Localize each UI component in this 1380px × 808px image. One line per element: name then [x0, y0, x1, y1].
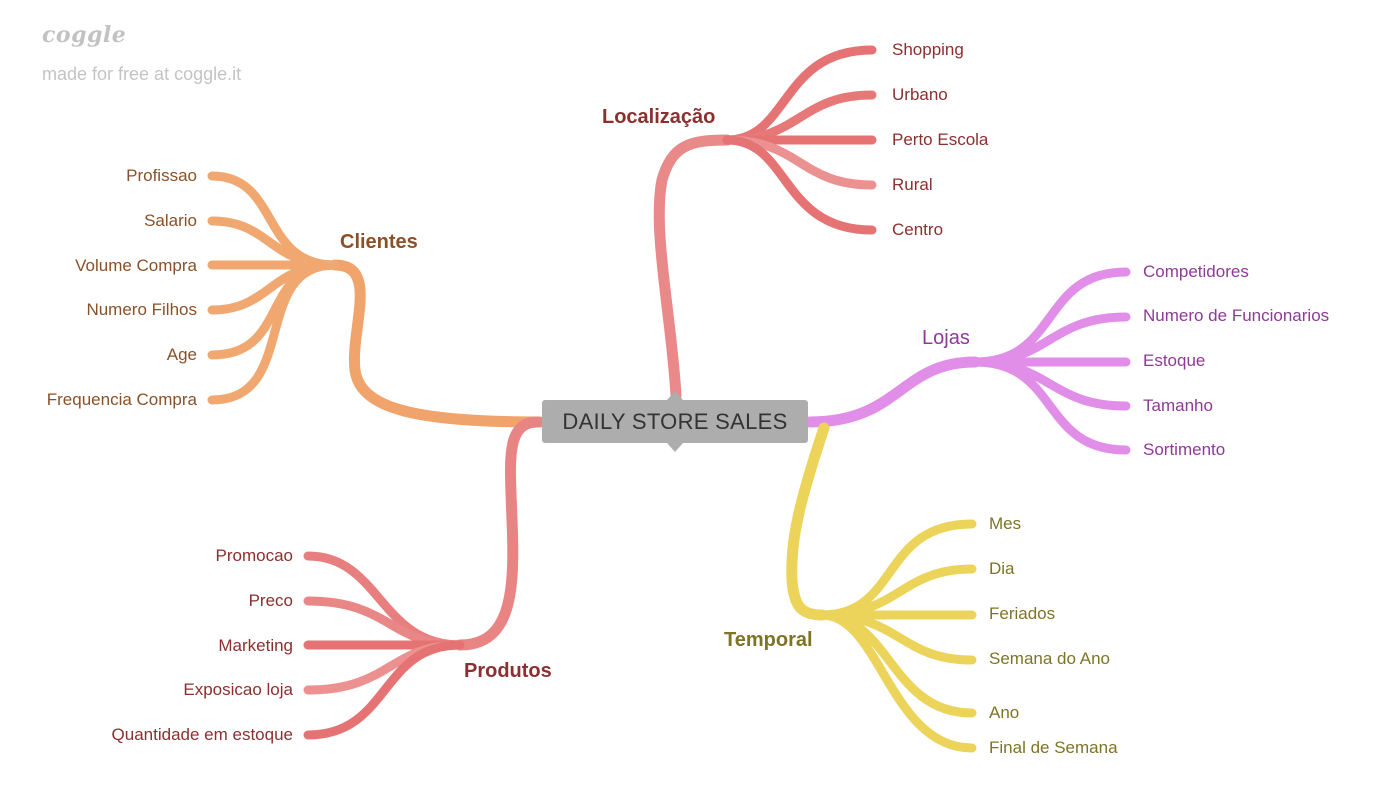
node-perto-escola[interactable]: Perto Escola [892, 130, 989, 149]
connectors-temporal-children [817, 519, 977, 753]
node-competidores[interactable]: Competidores [1143, 262, 1249, 281]
node-quantidade-em-estoque[interactable]: Quantidade em estoque [111, 725, 293, 744]
node-estoque[interactable]: Estoque [1143, 351, 1206, 370]
node-exposicao-loja[interactable]: Exposicao loja [183, 680, 293, 699]
node-promocao[interactable]: Promocao [215, 546, 293, 565]
node-numero-de-funcionarios[interactable]: Numero de Funcionarios [1143, 306, 1330, 325]
branch-temporal[interactable]: Temporal [724, 629, 813, 651]
connector-localizacao [653, 134, 733, 402]
coggle-logo[interactable]: coggle [42, 22, 127, 48]
node-feriados[interactable]: Feriados [989, 604, 1056, 623]
connector-lojas [804, 356, 981, 428]
node-mes[interactable]: Mes [989, 514, 1022, 533]
node-urbano[interactable]: Urbano [892, 85, 948, 104]
node-centro[interactable]: Centro [892, 220, 944, 239]
node-profissao[interactable]: Profissao [126, 166, 197, 185]
branch-produtos[interactable]: Produtos [464, 660, 552, 682]
connectors-produtos-children [303, 551, 465, 740]
node-tamanho[interactable]: Tamanho [1143, 396, 1213, 415]
connectors-localizacao-children [722, 45, 877, 235]
node-semana-do-ano[interactable]: Semana do Ano [989, 649, 1110, 668]
connector-produtos [454, 416, 544, 651]
branch-localizacao[interactable]: Localização [602, 106, 716, 128]
connector-temporal [786, 422, 830, 621]
branch-clientes[interactable]: Clientes [340, 231, 418, 253]
branch-lojas[interactable]: Lojas [922, 327, 970, 349]
node-marketing[interactable]: Marketing [218, 636, 293, 655]
node-salario[interactable]: Salario [144, 211, 197, 230]
connector-clientes [329, 259, 546, 428]
coggle-watermark-text[interactable]: made for free at coggle.it [42, 64, 242, 84]
node-shopping[interactable]: Shopping [892, 40, 964, 59]
node-ano[interactable]: Ano [989, 703, 1020, 722]
central-node[interactable]: DAILY STORE SALES [542, 391, 808, 452]
node-final-de-semana[interactable]: Final de Semana [989, 738, 1118, 757]
node-frequencia-compra[interactable]: Frequencia Compra [46, 390, 197, 409]
node-age[interactable]: Age [166, 345, 197, 364]
node-rural[interactable]: Rural [892, 175, 933, 194]
node-numero-filhos[interactable]: Numero Filhos [86, 300, 197, 319]
node-dia[interactable]: Dia [989, 559, 1015, 578]
connectors-lojas-children [970, 267, 1131, 455]
connectors-clientes-children [207, 171, 340, 405]
node-preco[interactable]: Preco [248, 591, 293, 610]
node-volume-compra[interactable]: Volume Compra [75, 256, 197, 275]
node-sortimento[interactable]: Sortimento [1143, 440, 1226, 459]
